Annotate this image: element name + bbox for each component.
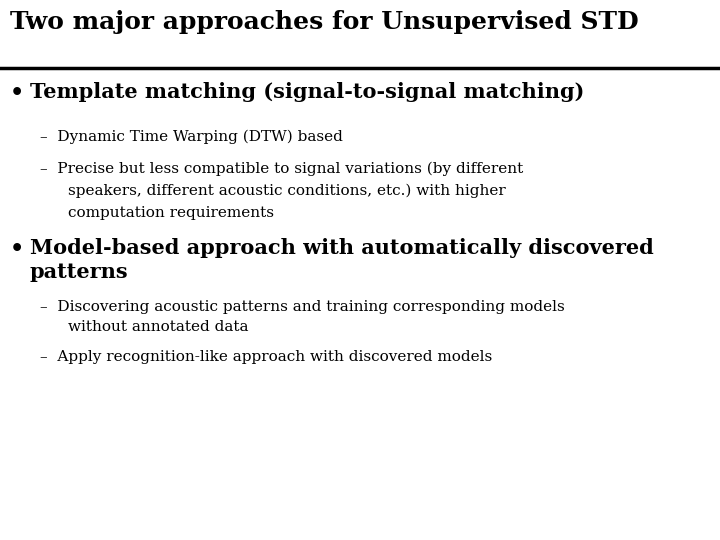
Text: Two major approaches for Unsupervised STD: Two major approaches for Unsupervised ST… <box>10 10 639 34</box>
Text: –  Dynamic Time Warping (DTW) based: – Dynamic Time Warping (DTW) based <box>40 130 343 144</box>
Text: without annotated data: without annotated data <box>68 320 248 334</box>
Text: speakers, different acoustic conditions, etc.) with higher: speakers, different acoustic conditions,… <box>68 184 505 198</box>
Text: –  Discovering acoustic patterns and training corresponding models: – Discovering acoustic patterns and trai… <box>40 300 564 314</box>
Text: •: • <box>10 238 24 260</box>
Text: –  Precise but less compatible to signal variations (by different: – Precise but less compatible to signal … <box>40 162 523 177</box>
Text: computation requirements: computation requirements <box>68 206 274 220</box>
Text: Model-based approach with automatically discovered: Model-based approach with automatically … <box>30 238 654 258</box>
Text: –  Apply recognition-like approach with discovered models: – Apply recognition-like approach with d… <box>40 350 492 364</box>
Text: •: • <box>10 82 24 104</box>
Text: Template matching (signal-to-signal matching): Template matching (signal-to-signal matc… <box>30 82 585 102</box>
Text: patterns: patterns <box>30 262 129 282</box>
